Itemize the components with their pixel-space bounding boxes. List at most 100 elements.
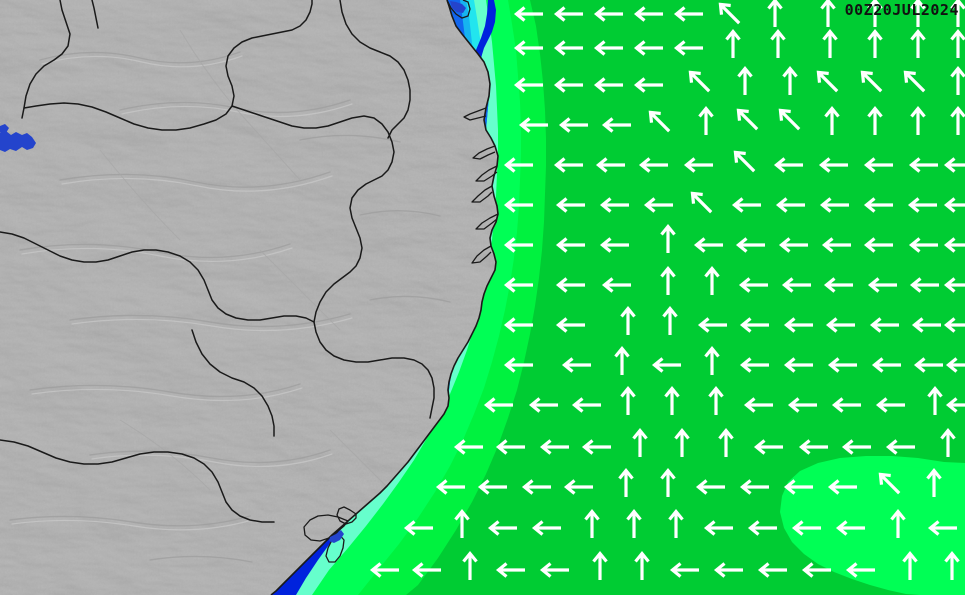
arrow-head: [950, 28, 965, 41]
wind-arrow-west: [693, 237, 723, 253]
northern-bay-water: [450, 1, 466, 13]
arrow-head: [945, 357, 958, 373]
wind-arrow-west: [513, 77, 543, 93]
wind-arrow-west: [503, 317, 533, 333]
arrow-head: [503, 237, 516, 253]
wind-arrow-west: [735, 237, 765, 253]
wind-arrow-west: [571, 397, 601, 413]
wind-arrow-north: [668, 508, 684, 538]
wind-arrow-north: [890, 508, 906, 538]
arrow-head: [553, 6, 566, 22]
arrow-head: [782, 65, 798, 78]
wind-arrow-north: [950, 65, 965, 95]
wind-arrow-west: [669, 562, 699, 578]
wind-arrow-north: [454, 508, 470, 538]
wind-arrow-north: [910, 28, 926, 58]
arrow-head: [477, 479, 490, 495]
wind-arrow-west: [539, 562, 569, 578]
arrow-head: [503, 277, 516, 293]
wind-arrow-northwest: [733, 150, 756, 173]
arrow-head: [626, 508, 642, 521]
arrow-head: [950, 0, 965, 10]
arrow-head: [513, 77, 526, 93]
arrow-head: [867, 105, 883, 118]
arrow-head: [703, 520, 716, 536]
arrow-head: [513, 6, 526, 22]
wind-arrow-west: [581, 439, 611, 455]
arrow-head: [783, 317, 796, 333]
arrow-head: [770, 28, 786, 41]
wind-arrow-west: [553, 6, 583, 22]
wind-arrow-west: [907, 197, 937, 213]
arrow-head: [453, 439, 466, 455]
arrow-head: [593, 40, 606, 56]
wind-arrow-west: [495, 439, 525, 455]
arrow-head: [660, 467, 676, 480]
arrow-head: [708, 385, 724, 398]
lake-arm: [0, 124, 9, 134]
wind-arrow-west: [783, 357, 813, 373]
arrow-head: [781, 277, 794, 293]
arrow-head: [673, 6, 686, 22]
arrow-head: [927, 520, 940, 536]
arrow-head: [835, 520, 848, 536]
arrow-head: [878, 472, 891, 485]
wind-arrow-north: [910, 105, 926, 135]
arrow-head: [462, 550, 478, 563]
wind-arrow-north: [910, 0, 926, 27]
arrow-head: [633, 40, 646, 56]
arrow-head: [553, 77, 566, 93]
arrow-head: [713, 562, 726, 578]
wind-arrow-west: [845, 562, 875, 578]
wind-arrow-west: [411, 562, 441, 578]
arrow-head: [908, 237, 921, 253]
arrow-head: [890, 508, 906, 521]
arrow-head: [801, 562, 814, 578]
arrow-head: [571, 397, 584, 413]
wind-arrow-west: [713, 562, 743, 578]
arrow-head: [945, 397, 958, 413]
arrow-head: [683, 157, 696, 173]
arrow-head: [863, 237, 876, 253]
wind-arrow-north: [634, 550, 650, 580]
arrow-head: [620, 305, 636, 318]
arrow-head: [483, 397, 496, 413]
wind-arrow-northwest: [816, 70, 839, 93]
arrow-head: [913, 357, 926, 373]
wind-arrow-west: [869, 317, 899, 333]
wind-arrow-northwest: [736, 108, 759, 131]
wind-arrow-west: [739, 317, 769, 333]
arrow-head: [632, 427, 648, 440]
wind-arrow-north: [822, 28, 838, 58]
arrow-shaft: [904, 71, 926, 93]
arrow-head: [943, 197, 956, 213]
wind-arrow-west: [518, 117, 548, 133]
wind-arrow-west: [521, 479, 551, 495]
wind-arrow-west: [743, 397, 773, 413]
arrow-head: [863, 157, 876, 173]
wind-arrow-northwest: [778, 108, 801, 131]
wind-arrow-north: [620, 305, 636, 335]
arrow-head: [824, 105, 840, 118]
wind-arrow-north: [662, 305, 678, 335]
arrow-head: [521, 479, 534, 495]
forecast-timestamp-label: 00Z20JUL2024: [844, 1, 959, 19]
wind-arrow-west: [453, 439, 483, 455]
arrow-head: [503, 197, 516, 213]
wind-arrow-west: [487, 520, 517, 536]
wind-arrow-north: [704, 345, 720, 375]
arrow-head: [827, 479, 840, 495]
wind-arrow-west: [781, 277, 811, 293]
wind-arrow-north: [950, 28, 965, 58]
arrow-head: [860, 70, 873, 83]
wind-arrow-west: [827, 479, 857, 495]
arrow-head: [819, 197, 832, 213]
wind-arrow-west: [483, 397, 513, 413]
wind-arrow-west: [945, 357, 965, 373]
wind-arrow-west: [697, 317, 727, 333]
wind-arrow-west: [757, 562, 787, 578]
arrow-head: [593, 6, 606, 22]
arrow-head: [638, 157, 651, 173]
arrow-head: [871, 357, 884, 373]
